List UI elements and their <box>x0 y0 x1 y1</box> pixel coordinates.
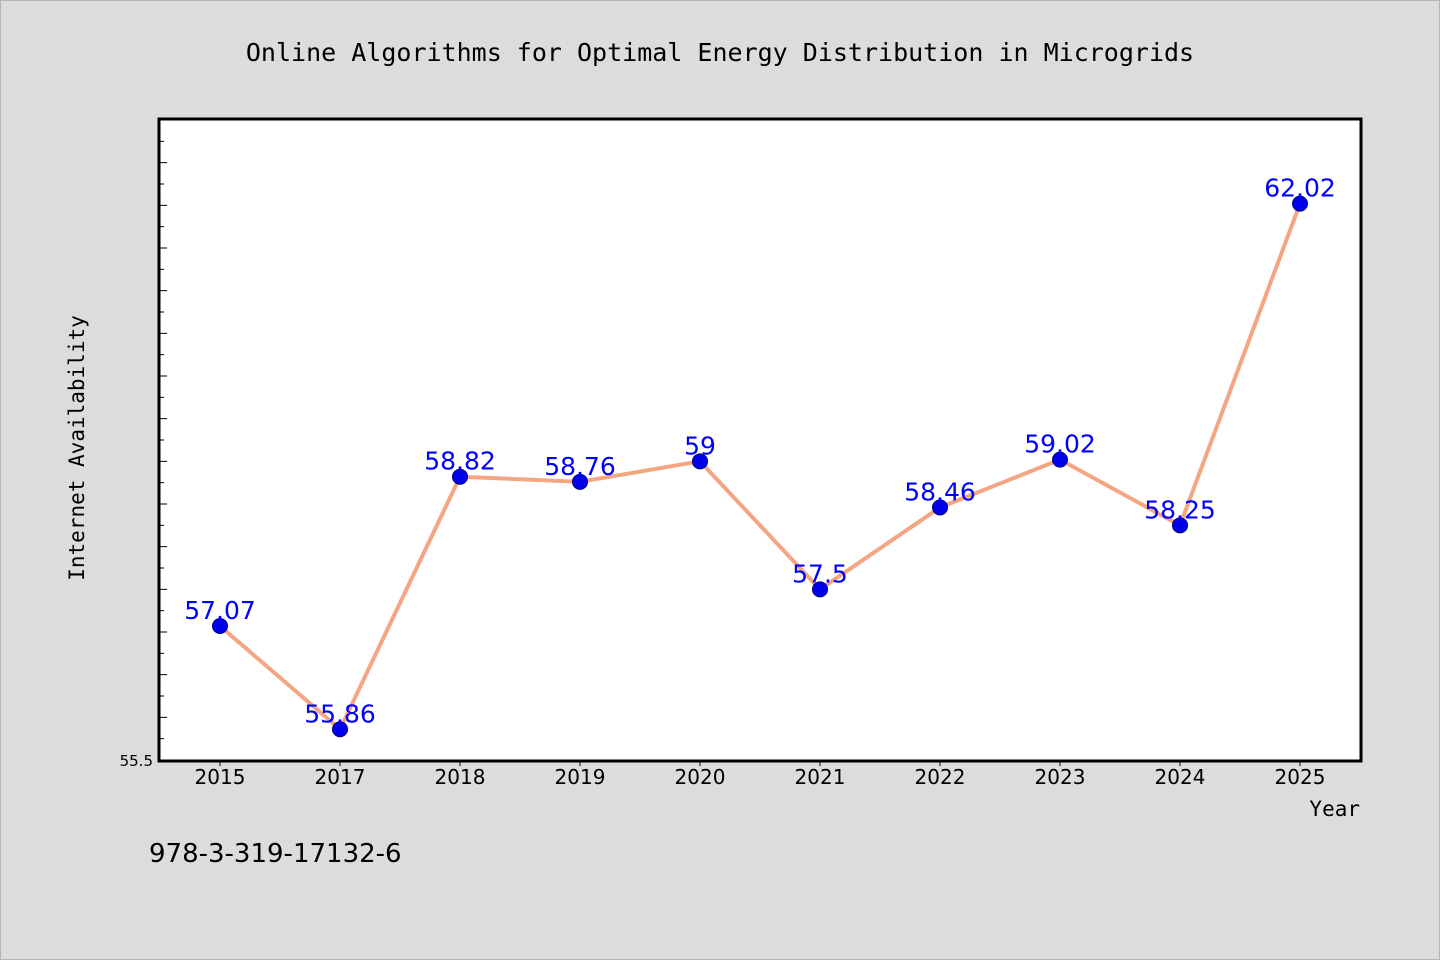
data-label-2022: 58.46 <box>904 477 976 506</box>
markers-layer <box>212 195 1308 738</box>
data-point-2018 <box>452 468 468 485</box>
data-label-2019: 58.76 <box>544 452 616 481</box>
x-tick-label-2023: 2023 <box>1035 765 1086 789</box>
data-point-2015 <box>212 618 228 635</box>
data-point-2025 <box>1292 195 1308 212</box>
y-axis-min-label: 55.5 <box>120 752 153 770</box>
x-tick-label-2024: 2024 <box>1155 765 1206 789</box>
x-tick-label-2017: 2017 <box>315 765 366 789</box>
y-axis-label: Internet Availability <box>65 315 89 581</box>
data-label-2018: 58.82 <box>424 447 496 476</box>
data-label-2024: 58.25 <box>1144 495 1216 524</box>
data-label-2017: 55.86 <box>304 699 376 728</box>
data-point-2017 <box>332 721 348 738</box>
data-point-2021 <box>812 581 828 598</box>
x-tick-label-2021: 2021 <box>795 765 846 789</box>
series-line <box>218 201 1302 732</box>
x-axis-label: Year <box>1309 797 1360 821</box>
x-tick-label-2018: 2018 <box>435 765 486 789</box>
data-label-2015: 57.07 <box>184 596 256 625</box>
data-point-2019 <box>572 473 588 490</box>
data-label-2020: 59 <box>684 431 716 460</box>
data-label-2023: 59.02 <box>1024 430 1096 459</box>
x-tick-label-2025: 2025 <box>1275 765 1326 789</box>
data-label-2021: 57.5 <box>792 559 848 588</box>
series-layer <box>218 201 1302 732</box>
x-tick-label-2022: 2022 <box>915 765 966 789</box>
isbn-footer: 978-3-319-17132-6 <box>149 839 402 869</box>
plot-area <box>157 117 1363 763</box>
data-label-2025: 62.02 <box>1264 174 1336 203</box>
x-tick-label-2015: 2015 <box>195 765 246 789</box>
x-tick-label-2020: 2020 <box>675 765 726 789</box>
data-point-2024 <box>1172 517 1188 534</box>
data-point-2022 <box>932 499 948 516</box>
x-tick-label-2019: 2019 <box>555 765 606 789</box>
data-point-2020 <box>692 453 708 470</box>
data-point-2023 <box>1052 451 1068 468</box>
chart-title: Online Algorithms for Optimal Energy Dis… <box>246 38 1194 67</box>
data-labels-layer: 57.07 55.86 58.82 58.76 59 57.5 58.46 59.02 58.2… <box>184 174 1336 729</box>
x-axis-ticks: 2015 2017 2018 2019 2020 2021 2022 2023 2024 2025 <box>195 760 1326 789</box>
y-axis-ticks <box>160 140 167 761</box>
